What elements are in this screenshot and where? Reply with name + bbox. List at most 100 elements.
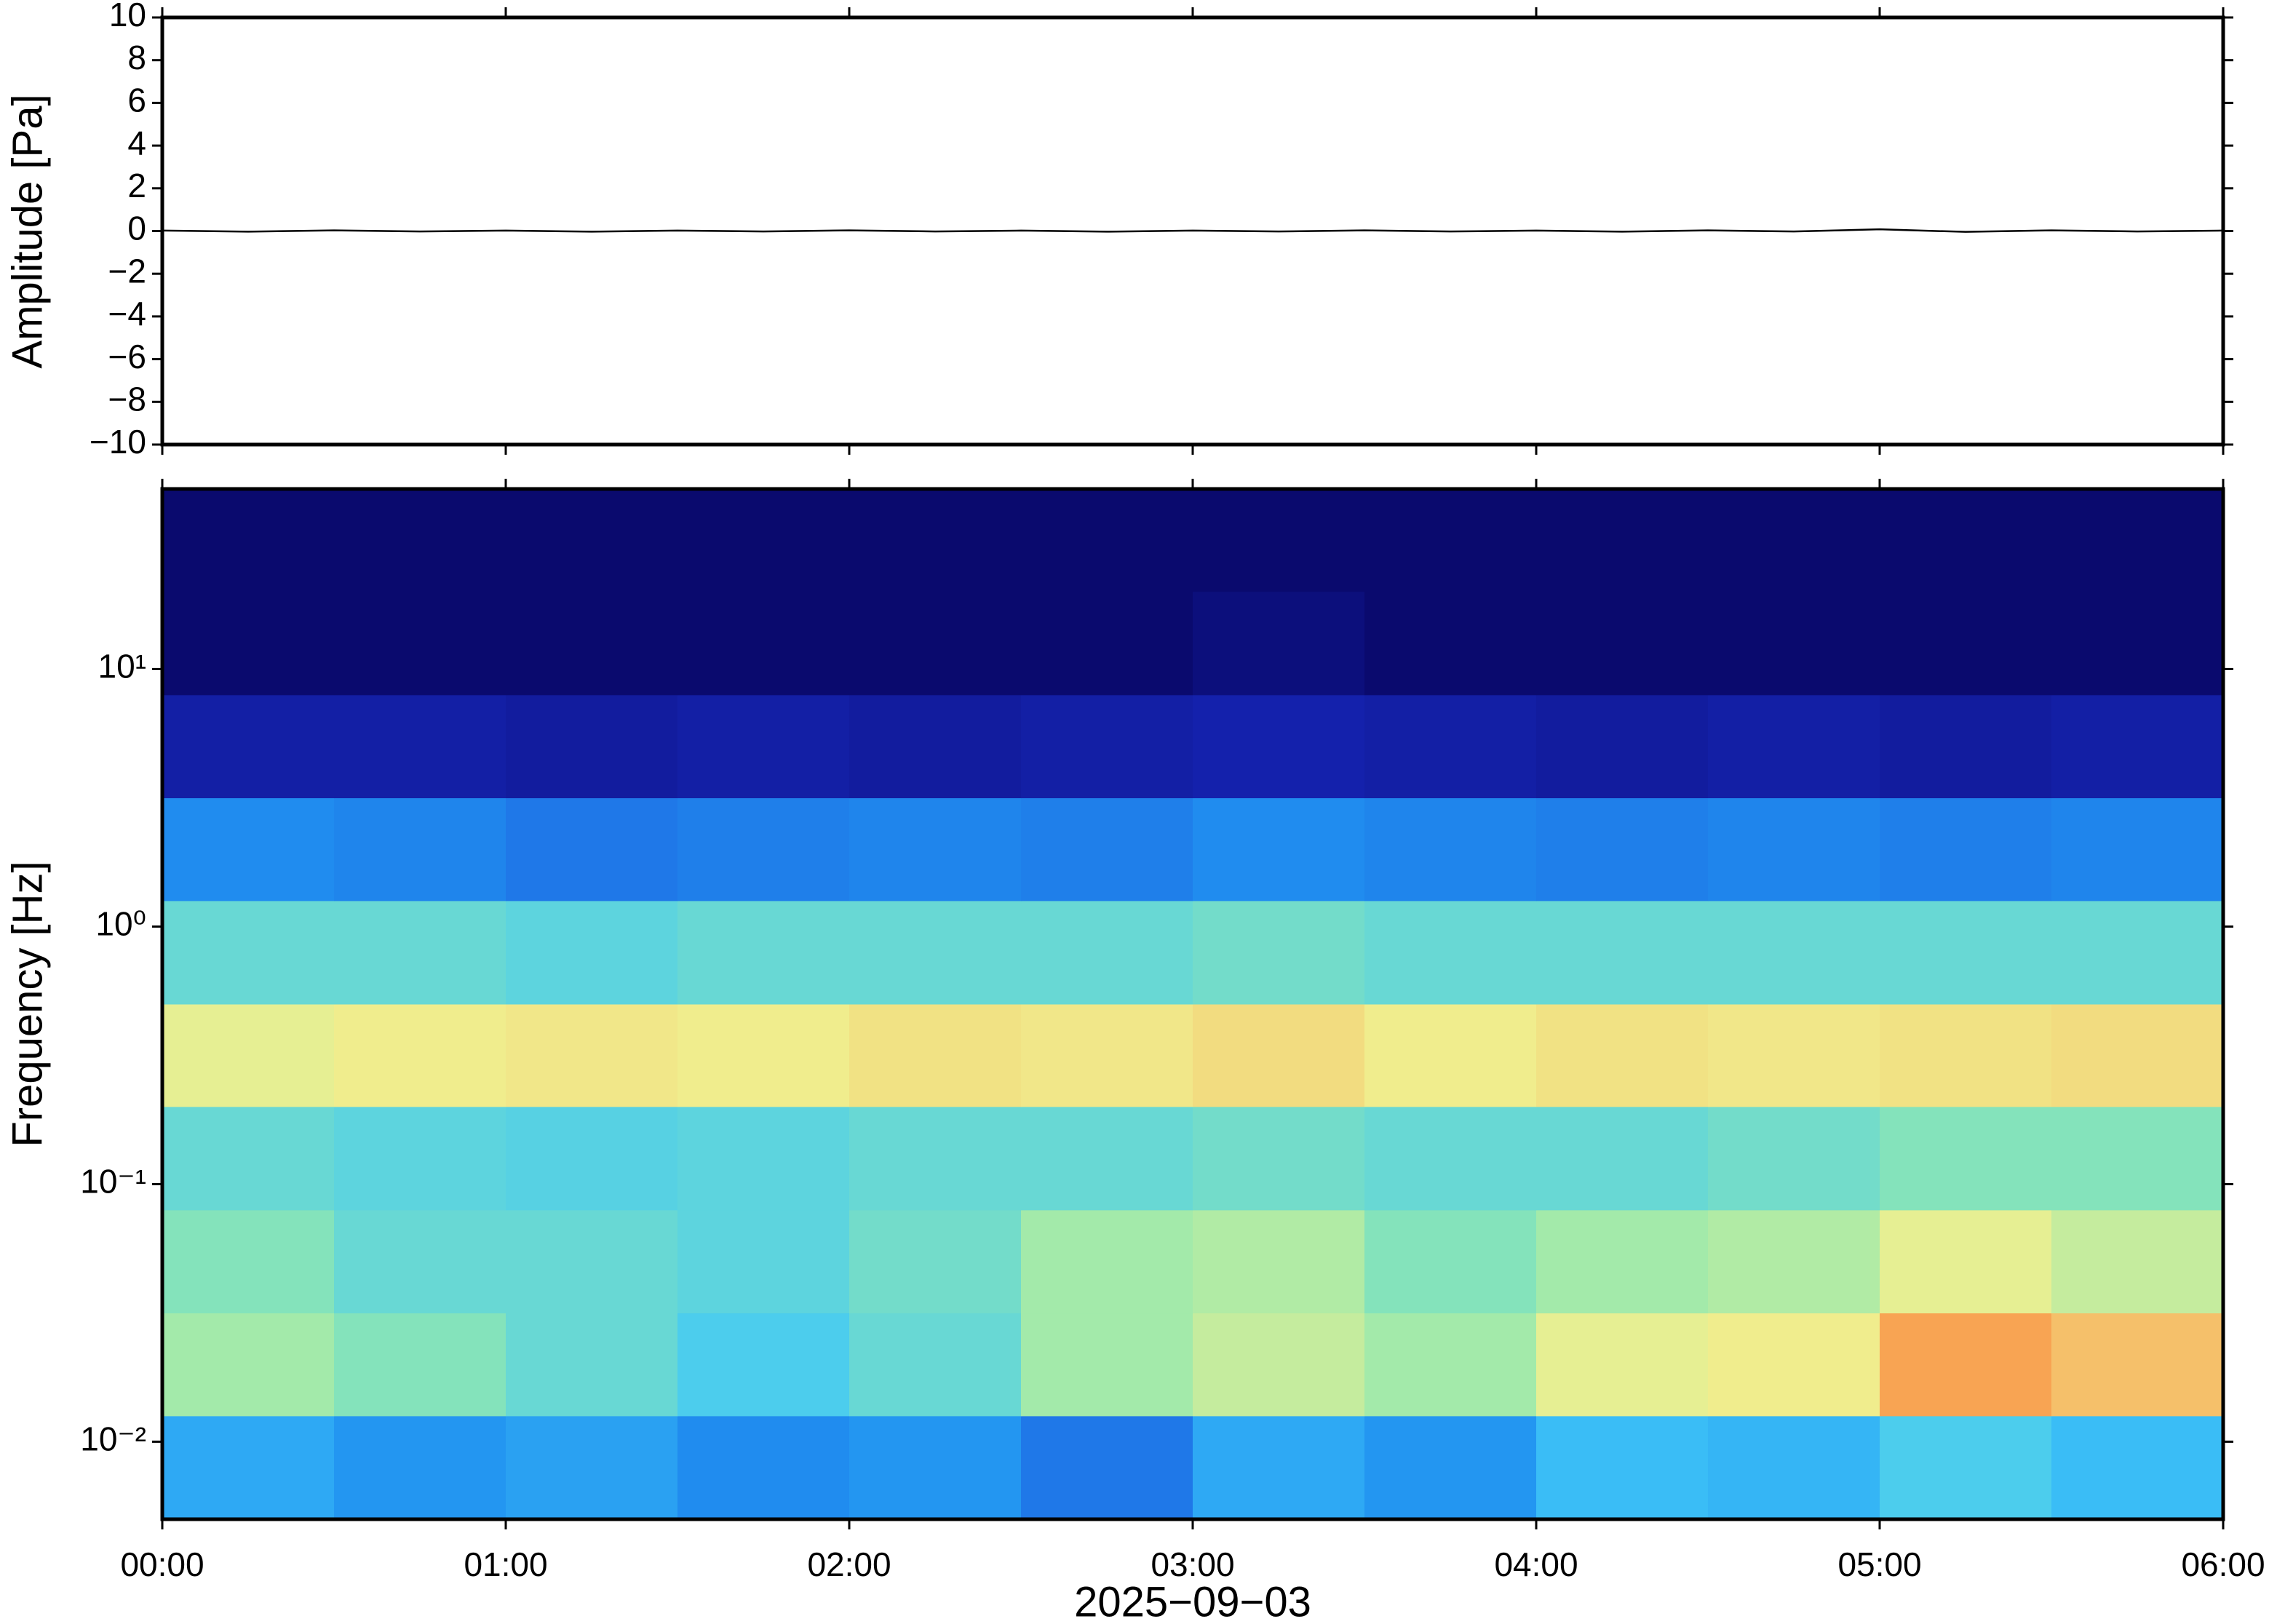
- spectrogram-cell: [506, 694, 678, 799]
- spectrogram-cell: [2051, 1313, 2224, 1417]
- spectrogram-cell: [677, 797, 850, 901]
- spectrogram-cell: [1021, 1415, 1193, 1520]
- spectrogram-cell: [849, 1106, 1022, 1211]
- spectrogram-cell: [1536, 1004, 1709, 1107]
- spectrogram-cell: [849, 591, 1022, 696]
- spectrogram-cell: [506, 489, 678, 592]
- spectrogram-cell: [162, 1106, 335, 1211]
- spectrogram-cell: [1193, 694, 1365, 799]
- spectrogram-cell: [334, 900, 506, 1005]
- y-tick-label: 10⁻¹: [80, 1163, 146, 1201]
- y-tick-label: 4: [127, 124, 146, 162]
- spectrogram-cell: [1708, 797, 1880, 901]
- spectrogram-cell: [1021, 1209, 1193, 1314]
- spectrogram-cell: [162, 900, 335, 1005]
- y-tick-label: 0: [127, 210, 146, 247]
- x-tick-label: 04:00: [1494, 1545, 1578, 1583]
- spectrogram-cell: [2051, 900, 2224, 1005]
- spectrogram-cell: [1021, 900, 1193, 1005]
- spectrogram-cell: [1708, 1209, 1880, 1314]
- spectrogram-cell: [1880, 1106, 2052, 1211]
- spectrogram-cell: [2051, 1415, 2224, 1520]
- spectrogram-cell: [677, 900, 850, 1005]
- spectrogram-cell: [1708, 591, 1880, 696]
- spectrogram-cell: [1536, 489, 1709, 592]
- spectrogram-cell: [2051, 489, 2224, 592]
- spectrogram-cell: [1880, 1209, 2052, 1314]
- y-tick-label: 2: [127, 167, 146, 204]
- spectrogram-cell: [677, 1209, 850, 1314]
- spectrogram-cell: [677, 1004, 850, 1107]
- spectrogram-cell: [1364, 1209, 1537, 1314]
- spectrogram-cell: [334, 1209, 506, 1314]
- y-tick-label: −6: [108, 338, 146, 375]
- spectrogram-cell: [677, 591, 850, 696]
- spectrogram-cell: [334, 1313, 506, 1417]
- y-tick-label: −4: [108, 295, 146, 333]
- x-tick-label: 06:00: [2181, 1545, 2265, 1583]
- spectrogram-cell: [849, 1415, 1022, 1520]
- spectrogram-cell: [162, 1415, 335, 1520]
- spectrogram-cell: [2051, 694, 2224, 799]
- y-tick-label: −2: [108, 252, 146, 290]
- spectrogram-cell: [334, 797, 506, 901]
- spectrogram-cell: [1708, 489, 1880, 592]
- spectrogram-cell: [2051, 797, 2224, 901]
- spectrogram-cell: [162, 1004, 335, 1107]
- y-tick-label: 6: [127, 81, 146, 119]
- spectrogram-cell: [1364, 900, 1537, 1005]
- spectrogram-cell: [334, 1106, 506, 1211]
- spectrogram-cell: [1880, 591, 2052, 696]
- x-axis-label: 2025−09−03: [1074, 1578, 1311, 1624]
- spectrogram-cell: [849, 900, 1022, 1005]
- spectrogram-cell: [1880, 1313, 2052, 1417]
- spectrogram-cell: [1708, 1004, 1880, 1107]
- spectrogram-cell: [334, 489, 506, 592]
- spectrogram-cell: [162, 797, 335, 901]
- spectrogram-cell: [1021, 1313, 1193, 1417]
- spectrogram-cell: [162, 1209, 335, 1314]
- spectrogram-cell: [2051, 1004, 2224, 1107]
- x-tick-label: 01:00: [464, 1545, 547, 1583]
- spectrogram-cell: [1708, 900, 1880, 1005]
- spectrogram-cell: [1536, 1415, 1709, 1520]
- spectrogram-cell: [1880, 1415, 2052, 1520]
- spectrogram-cell: [677, 694, 850, 799]
- spectrogram-cell: [1536, 1106, 1709, 1211]
- spectrogram-cell: [1193, 1209, 1365, 1314]
- spectrogram-cell: [849, 694, 1022, 799]
- y-tick-label: −10: [90, 423, 146, 461]
- spectrogram-cell: [506, 1313, 678, 1417]
- spectrogram-cell: [849, 1313, 1022, 1417]
- spectrogram-cell: [334, 1415, 506, 1520]
- spectrogram-cell: [1708, 1313, 1880, 1417]
- spectrogram-cell: [506, 1415, 678, 1520]
- spectrogram-cell: [1536, 1209, 1709, 1314]
- y-axis-label: Amplitude [Pa]: [4, 94, 51, 368]
- spectrogram-cell: [334, 694, 506, 799]
- spectrogram-cell: [1364, 694, 1537, 799]
- spectrogram-cell: [1021, 489, 1193, 592]
- spectrogram-cell: [2051, 1209, 2224, 1314]
- spectrogram-cell: [1880, 694, 2052, 799]
- spectrogram-cell: [1364, 1106, 1537, 1211]
- spectrogram-cell: [162, 1313, 335, 1417]
- spectrogram-cell: [162, 694, 335, 799]
- x-tick-label: 05:00: [1837, 1545, 1921, 1583]
- spectrogram-cell: [1021, 694, 1193, 799]
- spectrogram-cell: [1364, 1004, 1537, 1107]
- spectrogram-cell: [1364, 591, 1537, 696]
- trace: [162, 228, 2224, 233]
- y-tick-label: 10⁻²: [80, 1420, 146, 1458]
- spectrogram-cell: [1193, 1415, 1365, 1520]
- spectrogram-cell: [1021, 797, 1193, 901]
- spectrogram-cell: [1193, 797, 1365, 901]
- spectrogram-cell: [334, 591, 506, 696]
- y-tick-label: −8: [108, 380, 146, 418]
- spectrogram-cell: [1021, 1106, 1193, 1211]
- x-tick-label: 00:00: [120, 1545, 204, 1583]
- spectrogram-cell: [1880, 797, 2052, 901]
- spectrogram-cell: [1193, 1313, 1365, 1417]
- spectrogram-cell: [1364, 1313, 1537, 1417]
- spectrogram-cell: [1193, 591, 1365, 696]
